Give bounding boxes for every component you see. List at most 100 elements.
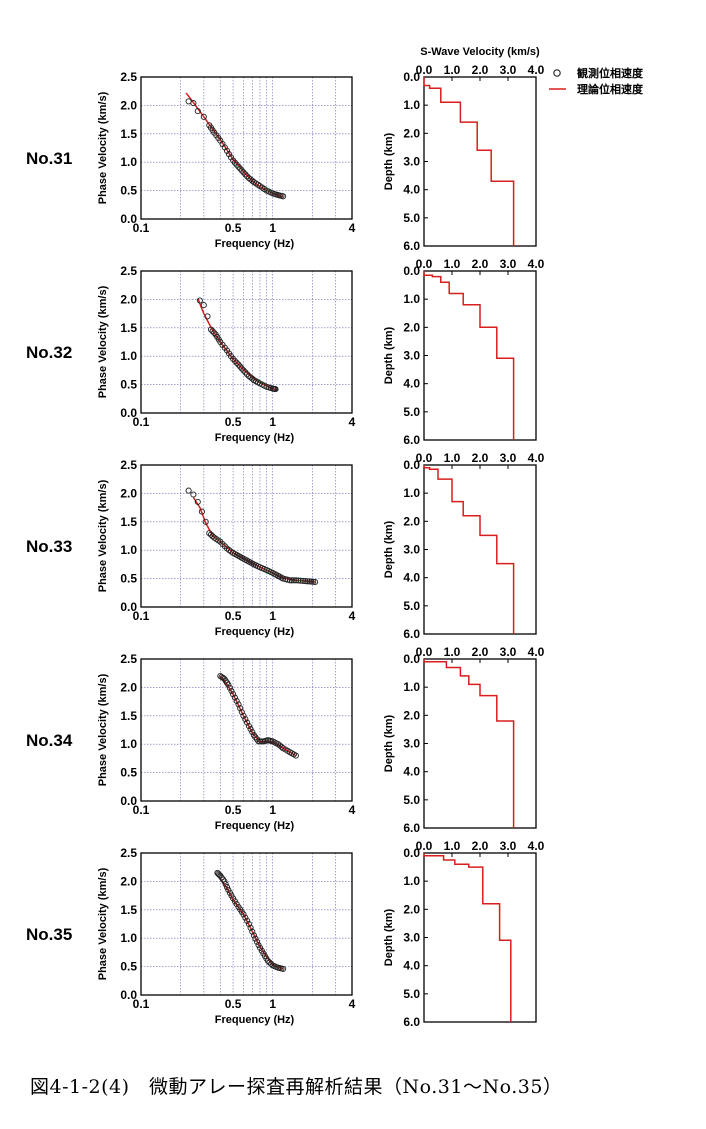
x-tick-label: 0.0	[416, 257, 433, 271]
observed-point	[266, 959, 273, 966]
x-tick-label: 0.5	[225, 803, 242, 817]
observed-point	[225, 151, 233, 158]
observed-point	[235, 361, 242, 368]
observed-point	[253, 938, 261, 945]
x-tick-label: 0.5	[225, 415, 242, 429]
y-tick-label: 1.0	[120, 349, 137, 363]
observed-point	[235, 701, 242, 708]
y-tick-label: 1.0	[403, 292, 420, 306]
observed-point	[280, 965, 287, 972]
y-tick-label: 4.0	[403, 959, 420, 973]
y-tick-label: 2.0	[120, 292, 137, 306]
observed-point	[242, 716, 249, 723]
y-tick-label: 5.0	[403, 405, 420, 419]
y-tick-label: 1.5	[120, 515, 137, 529]
observed-point	[238, 167, 245, 174]
observed-point	[200, 113, 207, 120]
station-row: No.32 0.0 0.5 1.0 1.5 2.0 2.5 0.1 0.5 1 4 Frequency…	[26, 257, 545, 447]
observed-point	[242, 369, 249, 376]
observed-point	[264, 957, 271, 964]
x-tick-label: 4	[349, 415, 356, 429]
observed-point	[244, 719, 251, 726]
observed-point	[237, 705, 244, 712]
y-tick-label: 6.0	[403, 1015, 420, 1029]
observed-point	[286, 577, 293, 584]
observed-point	[250, 932, 257, 939]
y-tick-label: 0.0	[403, 458, 420, 472]
dispersion-chart: 0.0 0.5 1.0 1.5 2.0 2.5 0.1 0.5 1 4 Frequency (Hz)…	[97, 70, 356, 250]
plot-frame	[423, 270, 537, 441]
observed-point	[292, 752, 299, 759]
vs-step-profile	[423, 659, 515, 828]
observed-point	[233, 359, 240, 366]
y-tick-label: 0.0	[403, 652, 420, 666]
observed-point	[190, 100, 197, 107]
y-tick-label: 1.5	[120, 709, 137, 723]
y-tick-label: 3.0	[403, 155, 420, 169]
y-tick-label: 5.0	[403, 211, 420, 225]
x-axis-label: Frequency (Hz)	[215, 820, 295, 832]
y-tick-label: 0.5	[120, 766, 137, 780]
y-tick-label: 4.0	[403, 377, 420, 391]
figure-caption: 図4-1-2(4) 微動アレー探査再解析結果（No.31～No.35）	[30, 1076, 563, 1098]
y-tick-label: 0.5	[120, 184, 137, 198]
vs-step-profile	[423, 77, 515, 246]
x-tick-label: 1	[269, 221, 276, 235]
observed-point	[233, 161, 240, 168]
x-tick-label: 4.0	[528, 257, 545, 271]
dispersion-chart: 0.0 0.5 1.0 1.5 2.0 2.5 0.1 0.5 1 4 Frequency (Hz)…	[97, 846, 356, 1026]
station-label: No.32	[26, 343, 72, 362]
vs-profile-chart: 0.0 1.0 2.0 3.0 4.0 0.0 1.0 2.0 3.0 4.0 5.0 6.0 Dept…	[383, 645, 545, 835]
y-tick-label: 1.0	[120, 931, 137, 945]
dispersion-chart: 0.0 0.5 1.0 1.5 2.0 2.5 0.1 0.5 1 4 Frequency (Hz)…	[97, 264, 356, 444]
observed-point	[194, 108, 201, 115]
x-tick-label: 0.0	[416, 451, 433, 465]
observed-point	[258, 738, 265, 745]
y-tick-label: 2.5	[120, 652, 137, 666]
observed-point	[245, 722, 252, 730]
plot-frame	[140, 76, 353, 220]
observed-point	[240, 367, 247, 374]
observed-point	[230, 691, 237, 698]
x-tick-label: 1.0	[444, 839, 461, 853]
x-tick-label: 4	[349, 997, 356, 1011]
x-tick-label: 0.0	[416, 839, 433, 853]
observed-point	[290, 577, 297, 584]
x-tick-label: 3.0	[500, 645, 517, 659]
y-tick-label: 1.0	[403, 486, 420, 500]
station-label: No.31	[26, 149, 72, 168]
y-tick-label: 6.0	[403, 433, 420, 447]
y-tick-label: 2.0	[120, 98, 137, 112]
observed-point	[237, 553, 244, 560]
y-tick-label: 5.0	[403, 793, 420, 807]
y-tick-label: 5.0	[403, 599, 420, 613]
y-tick-label: 1.0	[403, 98, 420, 112]
x-tick-label: 0.0	[416, 63, 433, 77]
x-axis-label: Frequency (Hz)	[215, 1014, 295, 1026]
plot-frame	[140, 658, 353, 802]
observed-point	[249, 928, 256, 935]
x-axis-label: Frequency (Hz)	[215, 432, 295, 444]
y-axis-label: Depth (km)	[383, 326, 395, 384]
y-axis-label: Phase Velocity (km/s)	[97, 91, 109, 204]
observed-point	[221, 878, 228, 885]
y-tick-label: 0.0	[120, 794, 137, 808]
y-axis-label: Phase Velocity (km/s)	[97, 867, 109, 980]
x-tick-label: 0.1	[133, 803, 150, 817]
y-tick-label: 2.0	[120, 486, 137, 500]
observed-point	[312, 578, 319, 586]
y-tick-label: 4.0	[403, 183, 420, 197]
observed-point	[198, 508, 205, 515]
y-tick-label: 6.0	[403, 239, 420, 253]
station-row: No.34 0.0 0.5 1.0 1.5 2.0 2.5 0.1 0.5 1 4 Frequency…	[26, 645, 545, 835]
plot-frame	[140, 270, 353, 414]
y-tick-label: 5.0	[403, 987, 420, 1001]
station-row: No.31 0.0 0.5 1.0 1.5 2.0 2.5 0.1 0.5 1 4 Frequency…	[26, 46, 545, 253]
y-axis-label: Depth (km)	[383, 520, 395, 578]
observed-point	[228, 687, 235, 695]
x-tick-label: 2.0	[472, 63, 489, 77]
y-tick-label: 2.5	[120, 264, 137, 278]
y-tick-label: 2.5	[120, 846, 137, 860]
observed-point	[196, 297, 203, 304]
x-tick-label: 4.0	[528, 63, 545, 77]
